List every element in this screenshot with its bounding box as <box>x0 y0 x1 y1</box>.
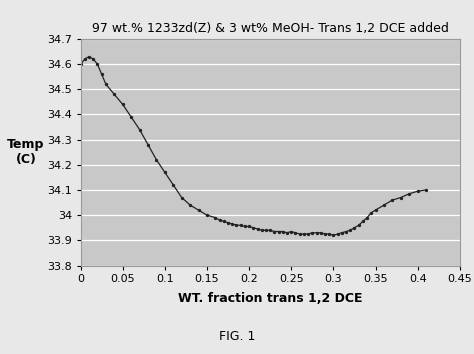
Title: 97 wt.% 1233zd(Z) & 3 wt% MeOH- Trans 1,2 DCE added: 97 wt.% 1233zd(Z) & 3 wt% MeOH- Trans 1,… <box>92 22 448 35</box>
Y-axis label: Temp
(C): Temp (C) <box>7 138 45 166</box>
X-axis label: WT. fraction trans 1,2 DCE: WT. fraction trans 1,2 DCE <box>178 292 363 305</box>
Text: FIG. 1: FIG. 1 <box>219 330 255 343</box>
